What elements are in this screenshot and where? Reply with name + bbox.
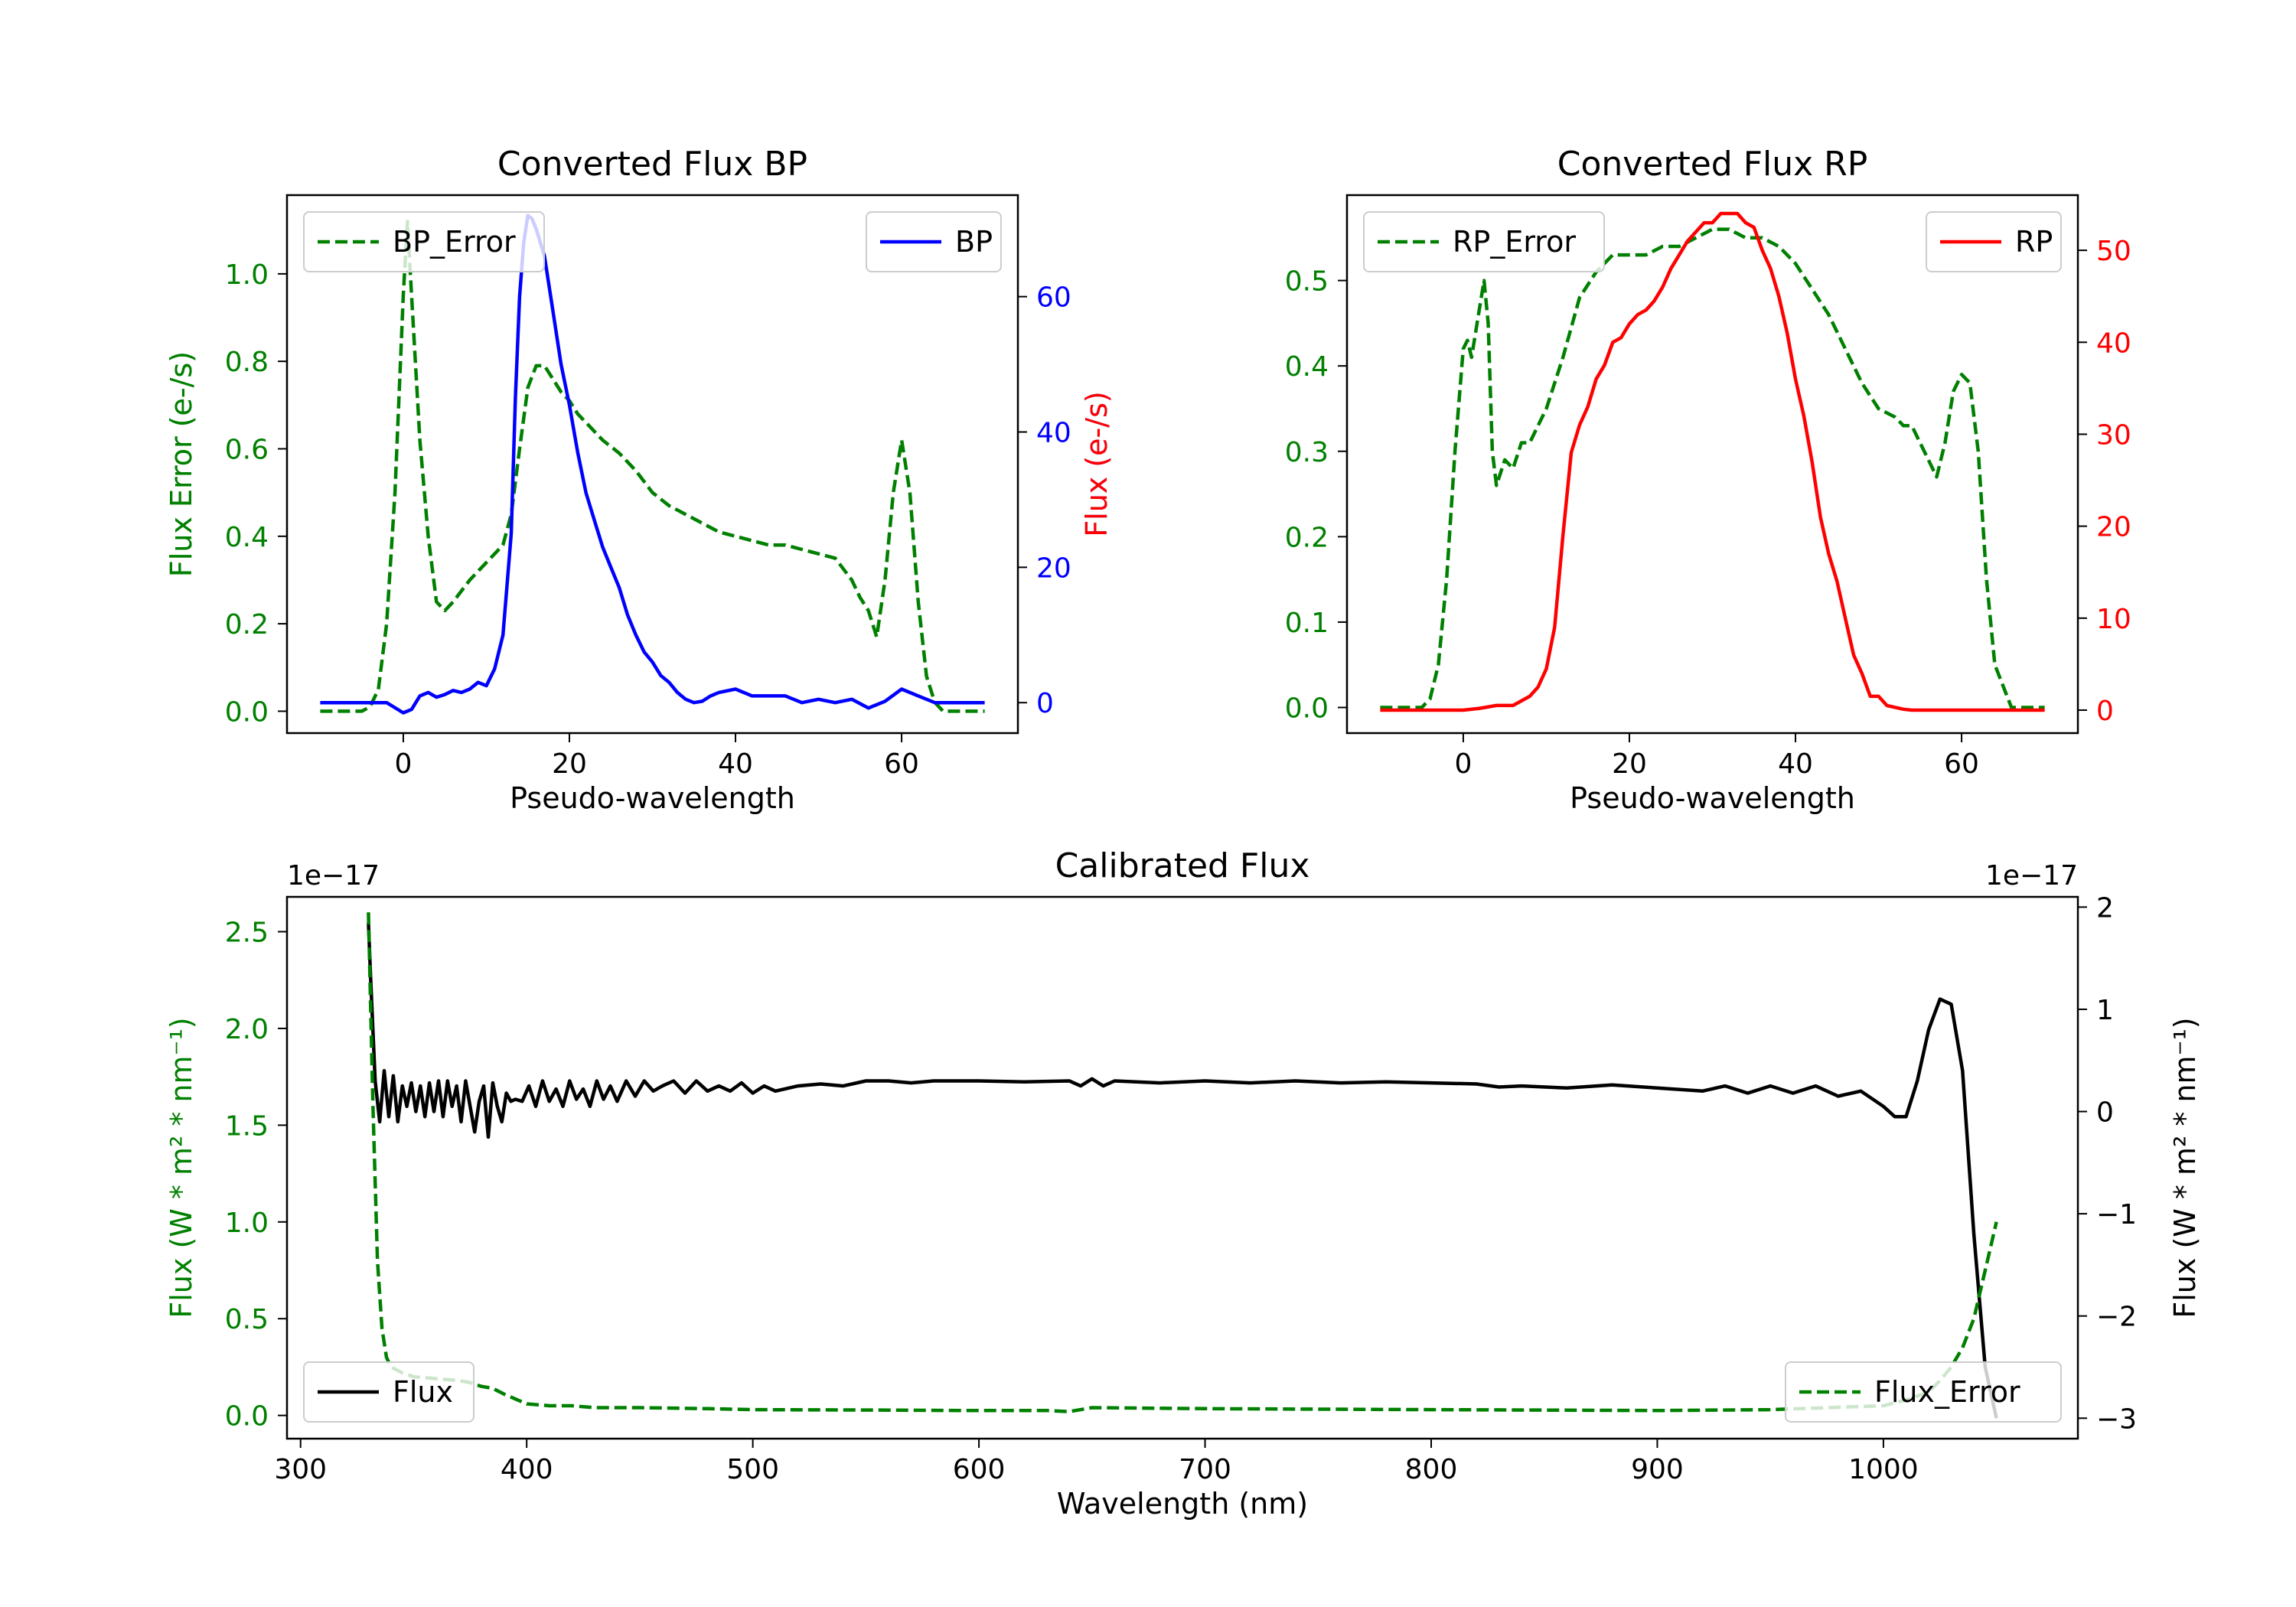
right-axis-label: Flux (e-/s): [1080, 391, 1114, 536]
right-tick-label: 0: [1036, 688, 1054, 719]
left-tick-label: 0.6: [225, 434, 269, 465]
series-line-rp-error: [1380, 227, 2045, 709]
left-axis-offset: 1e−17: [287, 860, 380, 892]
legend-legend_left: BP_Error: [303, 211, 545, 272]
left-tick-label: 1.0: [225, 259, 269, 291]
plot-frame: [1345, 194, 2079, 735]
left-axis-label: Flux Error (e-/s): [165, 351, 198, 577]
x-tick-label: 40: [1778, 748, 1813, 780]
plot-frame: [285, 194, 1019, 735]
legend-legend_right: RP: [1926, 211, 2062, 272]
x-tick-label: 900: [1631, 1454, 1684, 1485]
legend-legend_left: Flux: [303, 1361, 475, 1423]
x-tick-label: 60: [1944, 748, 1979, 780]
right-tick-label: 10: [2096, 604, 2131, 635]
legend-legend_right: BP: [866, 211, 1002, 272]
x-tick-label: 0: [1454, 748, 1472, 780]
right-tick-label: 20: [1036, 553, 1071, 584]
legend-box: [1363, 211, 1605, 272]
chart-bp: 0 20 40 60 Pseudo-wavelength 0.0 0.2 0.4 0.6 0.8 1…: [165, 145, 1114, 815]
x-tick-label: 700: [1179, 1454, 1231, 1485]
legend-box: [1785, 1361, 2062, 1423]
legend-label: RP: [2015, 225, 2053, 259]
right-tick-label: 40: [1036, 417, 1071, 448]
right-tick-label: 60: [1036, 282, 1071, 314]
x-tick-label: 0: [394, 748, 412, 780]
left-tick-label: 0.4: [1285, 351, 1329, 383]
legend-label: Flux: [393, 1375, 453, 1409]
x-axis-label: Pseudo-wavelength: [510, 781, 795, 815]
left-tick-label: 0.0: [225, 1401, 269, 1433]
left-tick-label: 0.2: [1285, 522, 1329, 553]
series-line-bp-error: [320, 220, 985, 713]
legend-label: RP_Error: [1453, 225, 1576, 259]
x-tick-label: 40: [718, 748, 753, 780]
left-tick-label: 0.1: [1285, 608, 1329, 639]
right-axis-label: Flux (e-/s): [1080, 391, 1114, 536]
x-tick-label: 60: [884, 748, 919, 780]
left-tick-label: 1.5: [225, 1110, 269, 1142]
x-tick-label: 500: [726, 1454, 779, 1485]
right-tick-label: −2: [2096, 1302, 2137, 1333]
right-tick-label: 2: [2096, 892, 2114, 924]
legend-label: BP: [955, 225, 993, 259]
left-tick-label: 0.5: [225, 1304, 269, 1335]
x-tick-label: 20: [1612, 748, 1647, 780]
left-tick-label: 0.3: [1285, 437, 1329, 468]
chart-calibrated: 300 400 500 600 700 800 900 1000 Wavelength (nm)…: [165, 846, 2202, 1521]
chart-rp: 0 20 40 60Pseudo-wavelength0.00.10.20.30.40…: [165, 145, 2131, 815]
series-line-flux: [367, 922, 1998, 1419]
x-tick-label: 800: [1405, 1454, 1458, 1485]
left-tick-label: 0.2: [225, 609, 269, 641]
right-axis-offset: 1e−17: [1985, 860, 2078, 892]
right-tick-label: 0: [2096, 696, 2114, 727]
right-axis-label: Flux (W * m² * nm⁻¹): [2168, 1017, 2202, 1318]
left-tick-label: 0.8: [225, 347, 269, 378]
left-tick-label: 2.0: [225, 1014, 269, 1045]
right-tick-label: 30: [2096, 419, 2131, 451]
left-tick-label: 2.5: [225, 918, 269, 949]
series-line-flux-error: [367, 912, 1998, 1413]
left-tick-label: 0.0: [1285, 693, 1329, 725]
legend-box: [303, 1361, 475, 1423]
chart-title: Calibrated Flux: [1055, 846, 1310, 885]
x-tick-label: 20: [552, 748, 587, 780]
left-tick-label: 0.4: [225, 522, 269, 553]
right-tick-label: 40: [2096, 328, 2131, 359]
x-tick-label: 400: [501, 1454, 553, 1485]
right-tick-label: 0: [2096, 1097, 2114, 1129]
series-group: [320, 214, 985, 715]
plot-frame: [285, 895, 2079, 1440]
left-axis-label: Flux (W * m² * nm⁻¹): [165, 1017, 198, 1318]
left-tick-label: 0.5: [1285, 266, 1329, 298]
left-tick-label: 0.0: [225, 696, 269, 728]
legend-label: BP_Error: [393, 225, 516, 259]
right-tick-label: 50: [2096, 236, 2131, 267]
x-axis-label: Wavelength (nm): [1057, 1487, 1308, 1521]
series-line-rp: [1380, 211, 2045, 712]
chart-title: Converted Flux BP: [497, 145, 807, 184]
right-tick-label: −3: [2096, 1403, 2137, 1435]
right-tick-label: −1: [2096, 1199, 2137, 1231]
x-tick-label: 600: [953, 1454, 1006, 1485]
left-tick-label: 1.0: [225, 1208, 269, 1239]
series-group: [367, 912, 1998, 1419]
right-tick-label: 1: [2096, 995, 2114, 1026]
legend-legend_left: RP_Error: [1363, 211, 1605, 272]
x-tick-label: 1000: [1848, 1454, 1919, 1485]
right-tick-label: 20: [2096, 512, 2131, 543]
legend-box: [303, 211, 545, 272]
legend-legend_right: Flux_Error: [1785, 1361, 2062, 1423]
left-axis-label: Flux Error (e-/s): [165, 351, 198, 577]
x-tick-label: 300: [274, 1454, 327, 1485]
series-group: [1380, 211, 2045, 712]
x-axis-label: Pseudo-wavelength: [1570, 781, 1855, 815]
chart-title: Converted Flux RP: [1557, 145, 1868, 184]
legend-label: Flux_Error: [1874, 1375, 2020, 1409]
series-line-bp: [320, 214, 985, 715]
